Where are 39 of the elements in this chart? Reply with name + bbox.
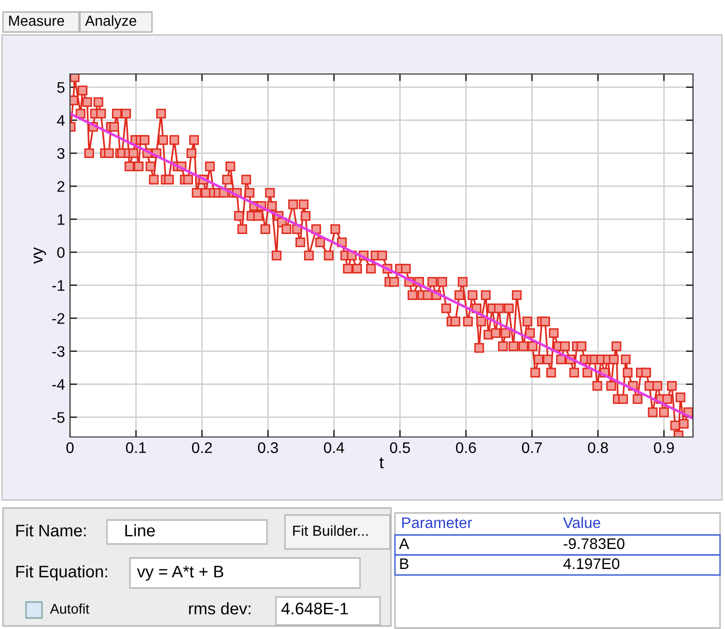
x-tick-label: 0.5 — [390, 442, 410, 454]
text: Fit Equation: — [16, 565, 108, 581]
text: vy = A*t + B — [137, 566, 224, 581]
y-tick-label: -5 — [52, 412, 64, 423]
x-tick-label: 0.2 — [192, 442, 212, 454]
x-tick-label: 0.3 — [258, 442, 278, 454]
x-tick-label: 0.9 — [654, 442, 674, 454]
text: Parameter — [402, 517, 472, 528]
x-axis-title: t — [379, 457, 384, 468]
y-tick-label: 3 — [57, 148, 64, 159]
text: Value — [563, 516, 600, 528]
text: rms dev: — [189, 602, 250, 614]
y-axis-title: vy — [34, 247, 46, 264]
x-tick-label: 0 — [66, 442, 74, 454]
x-tick-label: 0.1 — [126, 442, 146, 454]
y-tick-label: 0 — [57, 247, 65, 258]
text: -9.783E0 — [564, 538, 624, 550]
text: B — [400, 558, 408, 569]
text: A — [399, 538, 410, 549]
y-tick-label: -2 — [52, 313, 64, 324]
x-tick-label: 0.7 — [522, 442, 542, 454]
y-tick-label: 4 — [56, 115, 65, 126]
y-tick-label: -4 — [52, 379, 65, 390]
x-tick-label: 0.6 — [456, 442, 476, 454]
text: 4.648E-1 — [281, 602, 348, 614]
y-tick-label: 1 — [58, 214, 64, 225]
text: Line — [125, 524, 155, 536]
text: Measure — [9, 16, 64, 26]
text: Fit Builder... — [293, 525, 368, 536]
y-tick-label: 2 — [57, 181, 64, 192]
text: Fit Name: — [16, 524, 86, 536]
text: 4.197E0 — [563, 558, 620, 570]
y-tick-label: -1 — [52, 280, 64, 291]
text: Analyze — [85, 15, 136, 29]
y-tick-label: -3 — [52, 346, 64, 357]
text: Autofit — [50, 604, 90, 614]
x-tick-label: 0.4 — [324, 442, 344, 454]
y-tick-label: 5 — [57, 82, 64, 93]
x-tick-label: 0.8 — [588, 442, 608, 454]
